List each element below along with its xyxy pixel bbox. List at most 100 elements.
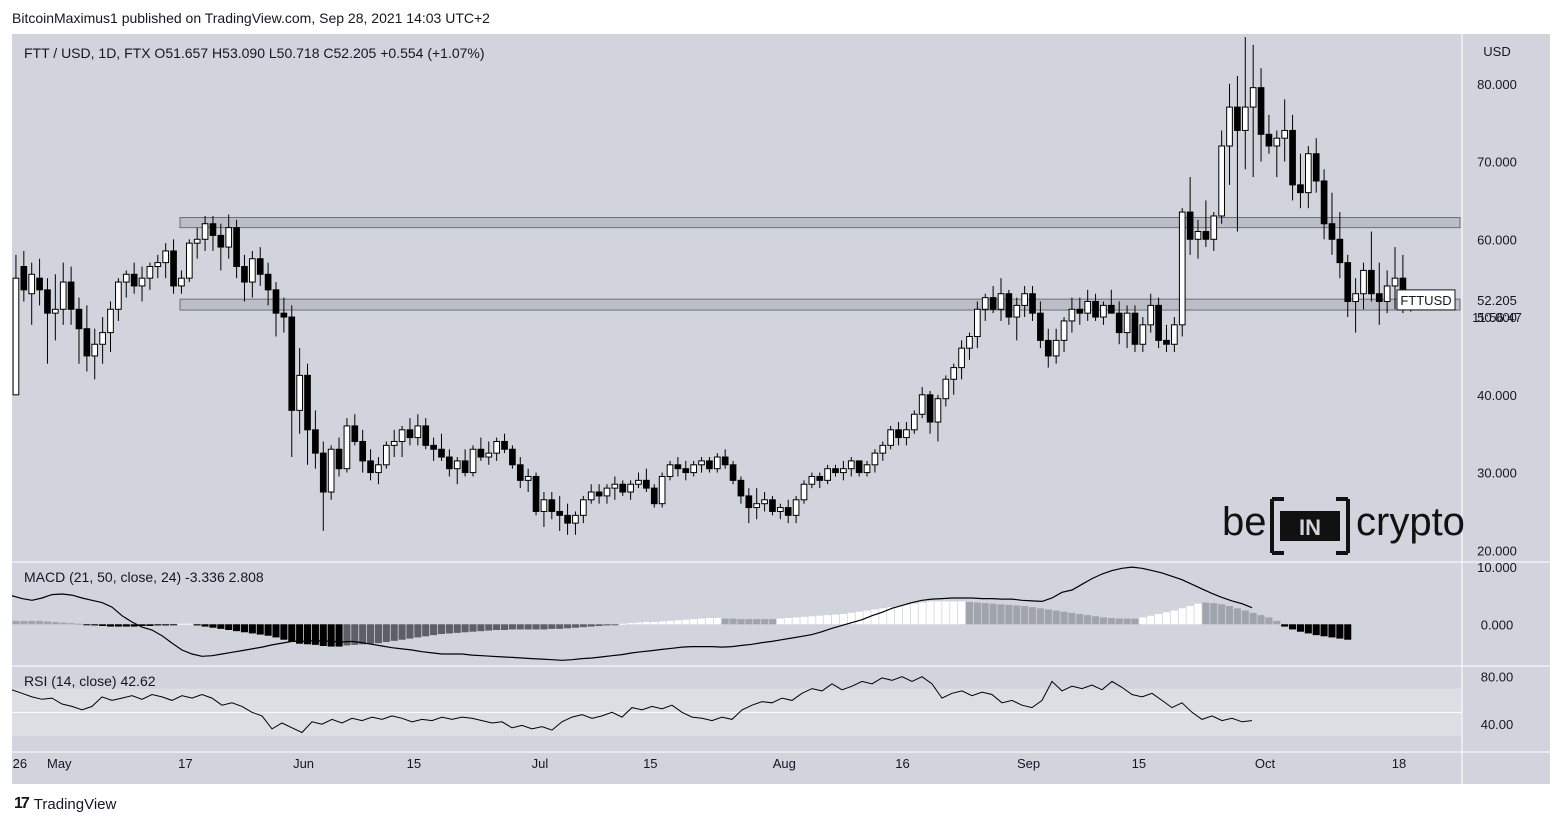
candle	[1360, 262, 1367, 310]
macd-histogram-bar	[761, 619, 769, 625]
candle-body	[997, 293, 1005, 310]
candle-body	[162, 250, 170, 264]
macd-histogram-bar	[705, 618, 713, 625]
candle	[1171, 317, 1178, 353]
macd-histogram-bar	[28, 620, 36, 625]
macd-histogram-bar	[516, 624, 524, 630]
macd-histogram-bar	[627, 623, 635, 625]
candle-body	[178, 277, 185, 287]
candle	[713, 453, 721, 473]
candle	[1060, 317, 1068, 353]
candle-body	[824, 468, 831, 481]
candle	[847, 457, 855, 477]
candle	[1352, 278, 1359, 333]
candle-body	[241, 266, 248, 283]
macd-histogram-bar	[721, 618, 729, 625]
candle-body	[382, 444, 390, 466]
candle-body	[351, 425, 359, 442]
candle-body	[1005, 293, 1013, 318]
candle	[627, 480, 634, 500]
macd-histogram-bar	[1344, 624, 1352, 640]
candle-body	[548, 499, 556, 512]
macd-histogram-bar	[1202, 602, 1210, 625]
candle-body	[587, 491, 595, 501]
candle-body	[627, 483, 634, 493]
candle	[178, 270, 185, 294]
symbol-legend: FTT / USD, 1D, FTX O51.657 H53.090 L50.7…	[24, 45, 485, 61]
candle	[753, 488, 761, 520]
candle	[816, 472, 824, 489]
macd-histogram-bar	[611, 624, 619, 626]
macd-histogram-bar	[674, 620, 682, 625]
candle	[784, 499, 792, 524]
macd-histogram-bar	[193, 624, 201, 626]
time-axis-tick-Oct: Oct	[1255, 756, 1276, 771]
macd-histogram-bar	[524, 624, 532, 630]
candle-body	[406, 429, 414, 439]
candle	[721, 449, 729, 469]
candle	[564, 503, 571, 535]
candle-body	[1375, 293, 1383, 302]
axes-layer	[12, 34, 1550, 784]
candle-body	[729, 464, 737, 481]
candle-body	[477, 448, 485, 458]
macd-histogram-bar	[879, 608, 887, 625]
candle	[256, 247, 264, 286]
candle	[485, 441, 493, 465]
macd-histogram-bar	[1155, 614, 1163, 625]
candle-body	[501, 440, 508, 450]
macd-histogram-bar	[398, 624, 406, 640]
candle-body	[367, 460, 374, 474]
candle-body	[398, 429, 406, 442]
candle	[493, 437, 500, 461]
candle-body	[1147, 304, 1155, 326]
macd-histogram-bar	[296, 624, 304, 644]
candle-body	[777, 507, 784, 512]
macd-histogram-bar	[1092, 616, 1100, 625]
candle-body	[272, 289, 280, 314]
macd-histogram-bar	[1296, 624, 1304, 632]
candle	[666, 460, 674, 481]
chart-canvas[interactable]: USD 80.000 70.000 60.000 50.000 40.000 30.000 2…	[12, 34, 1550, 784]
candle-body	[1368, 269, 1375, 295]
candle	[706, 457, 713, 473]
labels-layer: USD 80.000 70.000 60.000 50.000 40.000 30.000 2…	[13, 44, 1522, 771]
macd-histogram-bar	[185, 623, 193, 625]
price-axis-tick-50.000: 50.000	[1477, 310, 1517, 325]
macd-histogram-bar	[154, 624, 162, 626]
macd-histogram-bar	[91, 624, 99, 626]
macd-histogram-bar	[233, 624, 241, 632]
candle-body	[958, 347, 965, 369]
candle-body	[603, 487, 611, 497]
candle	[414, 414, 422, 446]
candle	[910, 410, 918, 434]
footer-brand[interactable]: 17 TradingView	[14, 795, 116, 813]
candle-body	[784, 507, 792, 516]
candle	[1304, 145, 1312, 209]
macd-histogram-bar	[1194, 603, 1202, 625]
candle-body	[493, 440, 500, 454]
macd-histogram-bar	[532, 624, 540, 630]
candle-body	[1320, 180, 1328, 225]
candle	[855, 460, 863, 477]
candle	[406, 418, 414, 446]
candle-body	[879, 444, 887, 454]
candle	[1194, 219, 1202, 259]
rsi-layer	[12, 676, 1253, 734]
candle	[918, 387, 926, 419]
candle	[438, 433, 445, 461]
candle-body	[903, 429, 910, 439]
candle	[469, 445, 477, 477]
macd-histogram-bar	[75, 623, 83, 625]
candle	[650, 484, 658, 508]
macd-histogram-bar	[839, 614, 847, 625]
chart-area[interactable]: USD 80.000 70.000 60.000 50.000 40.000 30.000 2…	[12, 34, 1550, 784]
candle-body	[792, 499, 800, 516]
candle	[122, 270, 130, 298]
candle	[359, 429, 367, 473]
candle-body	[312, 429, 319, 454]
macd-histogram-bar	[768, 619, 777, 625]
macd-histogram-bar	[1281, 624, 1289, 627]
macd-axis-tick-0.000: 0.000	[1481, 617, 1514, 632]
candle	[579, 495, 587, 524]
